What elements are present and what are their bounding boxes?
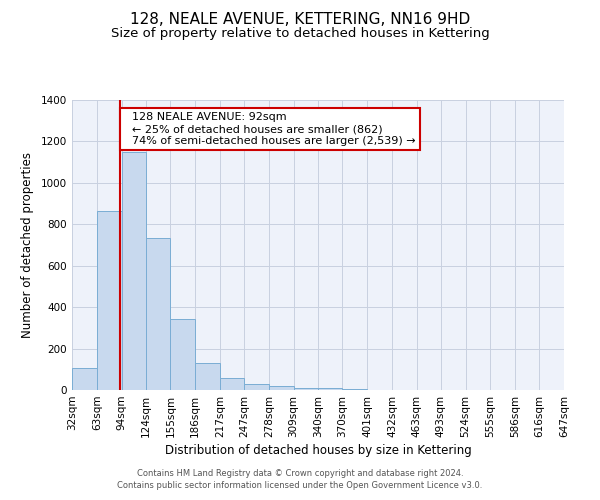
Text: Size of property relative to detached houses in Kettering: Size of property relative to detached ho… — [110, 28, 490, 40]
Y-axis label: Number of detached properties: Number of detached properties — [21, 152, 34, 338]
Bar — [244, 384, 269, 390]
Bar — [220, 378, 244, 390]
Bar — [293, 388, 319, 390]
Bar — [195, 363, 220, 390]
Bar — [343, 389, 367, 390]
X-axis label: Distribution of detached houses by size in Kettering: Distribution of detached houses by size … — [164, 444, 472, 457]
Text: 128 NEALE AVENUE: 92sqm
  ← 25% of detached houses are smaller (862)
  74% of se: 128 NEALE AVENUE: 92sqm ← 25% of detache… — [125, 112, 415, 146]
Bar — [72, 368, 97, 390]
Text: 128, NEALE AVENUE, KETTERING, NN16 9HD: 128, NEALE AVENUE, KETTERING, NN16 9HD — [130, 12, 470, 28]
Bar — [319, 388, 343, 390]
Bar — [269, 386, 293, 390]
Bar — [122, 152, 146, 390]
Text: Contains public sector information licensed under the Open Government Licence v3: Contains public sector information licen… — [118, 481, 482, 490]
Text: Contains HM Land Registry data © Crown copyright and database right 2024.: Contains HM Land Registry data © Crown c… — [137, 468, 463, 477]
Bar — [170, 318, 195, 390]
Bar — [97, 212, 122, 390]
Bar — [146, 238, 170, 390]
